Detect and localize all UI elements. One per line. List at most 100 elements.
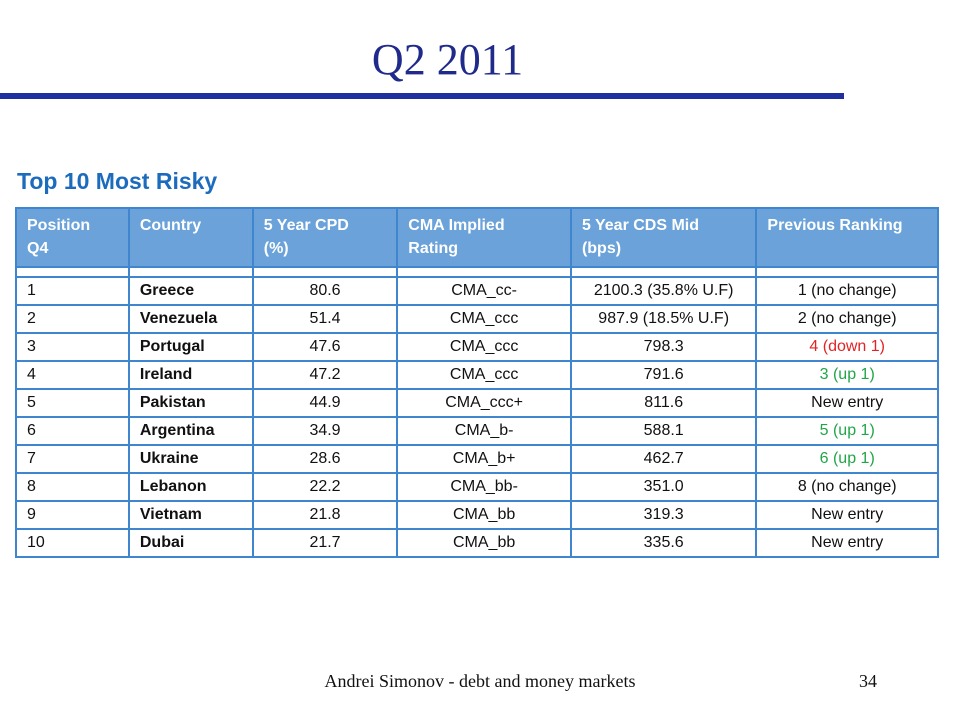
cell-cpd: 47.6 [251,332,399,362]
table-row: 3 Portugal 47.6 CMA_ccc 798.3 4 (down 1) [15,332,939,362]
header-rating-line2: Rating [408,240,459,257]
header-row: Position Q4 Country 5 Year CPD (%) CMA I… [15,207,939,268]
header-position-line2: Q4 [27,240,49,257]
cell-cds: 811.6 [569,388,758,418]
cell-rating: CMA_ccc [396,304,572,334]
title-underline [0,93,844,99]
header-previous-line1: Previous Ranking [767,217,903,234]
gap-cell [755,267,939,277]
cell-rating: CMA_bb [396,500,572,530]
cell-rating: CMA_bb- [396,472,572,502]
header-country: Country [127,207,254,268]
cell-country: Portugal [127,332,254,362]
cell-previous-ranking: 8 (no change) [755,472,939,502]
cell-position: 10 [15,528,130,558]
cell-position: 9 [15,500,130,530]
cell-cds: 791.6 [569,360,758,390]
table-row: 5 Pakistan 44.9 CMA_ccc+ 811.6 New entry [15,388,939,418]
cell-previous-ranking: 3 (up 1) [755,360,939,390]
cell-rating: CMA_b+ [396,444,572,474]
table-row: 2 Venezuela 51.4 CMA_ccc 987.9 (18.5% U.F) 2 … [15,304,939,334]
header-cds: 5 Year CDS Mid (bps) [569,207,758,268]
cell-previous-ranking: 1 (no change) [755,276,939,306]
header-previous-ranking: Previous Ranking [755,207,939,268]
cell-previous-ranking: 2 (no change) [755,304,939,334]
cell-country: Ukraine [127,444,254,474]
gap-cell [251,267,399,277]
header-cpd-line1: 5 Year CPD [263,217,349,234]
cell-rating: CMA_ccc [396,360,572,390]
table-row: 8 Lebanon 22.2 CMA_bb- 351.0 8 (no change) [15,472,939,502]
cell-country: Greece [127,276,254,306]
table-row: 6 Argentina 34.9 CMA_b- 588.1 5 (up 1) [15,416,939,446]
slide-title: Q2 2011 [371,35,524,84]
cell-cpd: 44.9 [251,388,399,418]
cell-cpd: 51.4 [251,304,399,334]
gap-cell [396,267,572,277]
cell-country: Ireland [127,360,254,390]
header-country-line1: Country [139,217,202,234]
table-header: Position Q4 Country 5 Year CPD (%) CMA I… [15,207,939,268]
cell-previous-ranking: New entry [755,528,939,558]
cell-cpd: 21.7 [251,528,399,558]
cell-cds: 987.9 (18.5% U.F) [569,304,758,334]
cell-cds: 319.3 [569,500,758,530]
cell-cds: 462.7 [569,444,758,474]
cell-country: Pakistan [127,388,254,418]
cell-position: 2 [15,304,130,334]
cell-previous-ranking: 5 (up 1) [755,416,939,446]
cell-cpd: 21.8 [251,500,399,530]
cell-cpd: 47.2 [251,360,399,390]
cell-cds: 798.3 [569,332,758,362]
cell-position: 4 [15,360,130,390]
header-cpd: 5 Year CPD (%) [251,207,399,268]
cell-cpd: 80.6 [251,276,399,306]
cell-previous-ranking: 6 (up 1) [755,444,939,474]
cell-rating: CMA_b- [396,416,572,446]
header-gap-row [15,267,939,277]
cell-cpd: 22.2 [251,472,399,502]
cell-position: 1 [15,276,130,306]
header-position: Position Q4 [15,207,130,268]
gap-cell [15,267,130,277]
page-number: 34 [859,671,877,691]
cell-cpd: 34.9 [251,416,399,446]
cell-cpd: 28.6 [251,444,399,474]
header-rating: CMA Implied Rating [396,207,572,268]
cell-country: Venezuela [127,304,254,334]
header-cds-line1: 5 Year CDS Mid [581,217,700,234]
table-row: 1 Greece 80.6 CMA_cc- 2100.3 (35.8% U.F) 1 (n… [15,276,939,306]
cell-rating: CMA_ccc [396,332,572,362]
cell-cds: 2100.3 (35.8% U.F) [569,276,758,306]
header-cpd-line2: (%) [263,240,289,257]
gap-cell [569,267,758,277]
cell-previous-ranking: New entry [755,500,939,530]
header-rating-line1: CMA Implied [408,217,505,234]
cell-cds: 335.6 [569,528,758,558]
cell-rating: CMA_bb [396,528,572,558]
cell-cds: 588.1 [569,416,758,446]
cell-position: 5 [15,388,130,418]
cell-cds: 351.0 [569,472,758,502]
table-row: 10 Dubai 21.7 CMA_bb 335.6 New entry [15,528,939,558]
table-heading: Top 10 Most Risky [17,168,218,194]
cell-country: Argentina [127,416,254,446]
cell-previous-ranking: New entry [755,388,939,418]
header-cds-line2: (bps) [581,240,622,257]
cell-position: 3 [15,332,130,362]
cell-previous-ranking: 4 (down 1) [755,332,939,362]
cell-position: 6 [15,416,130,446]
cell-position: 8 [15,472,130,502]
table-row: 7 Ukraine 28.6 CMA_b+ 462.7 6 (up 1) [15,444,939,474]
cell-country: Lebanon [127,472,254,502]
table-row: 4 Ireland 47.2 CMA_ccc 791.6 3 (up 1) [15,360,939,390]
cell-position: 7 [15,444,130,474]
cell-country: Dubai [127,528,254,558]
table-body: 1 Greece 80.6 CMA_cc- 2100.3 (35.8% U.F) 1 (n… [15,267,939,558]
cell-country: Vietnam [127,500,254,530]
gap-cell [127,267,254,277]
table-row: 9 Vietnam 21.8 CMA_bb 319.3 New entry [15,500,939,530]
header-position-line1: Position [27,217,91,234]
cell-rating: CMA_ccc+ [396,388,572,418]
risky-countries-table: Position Q4 Country 5 Year CPD (%) CMA I… [15,207,939,558]
